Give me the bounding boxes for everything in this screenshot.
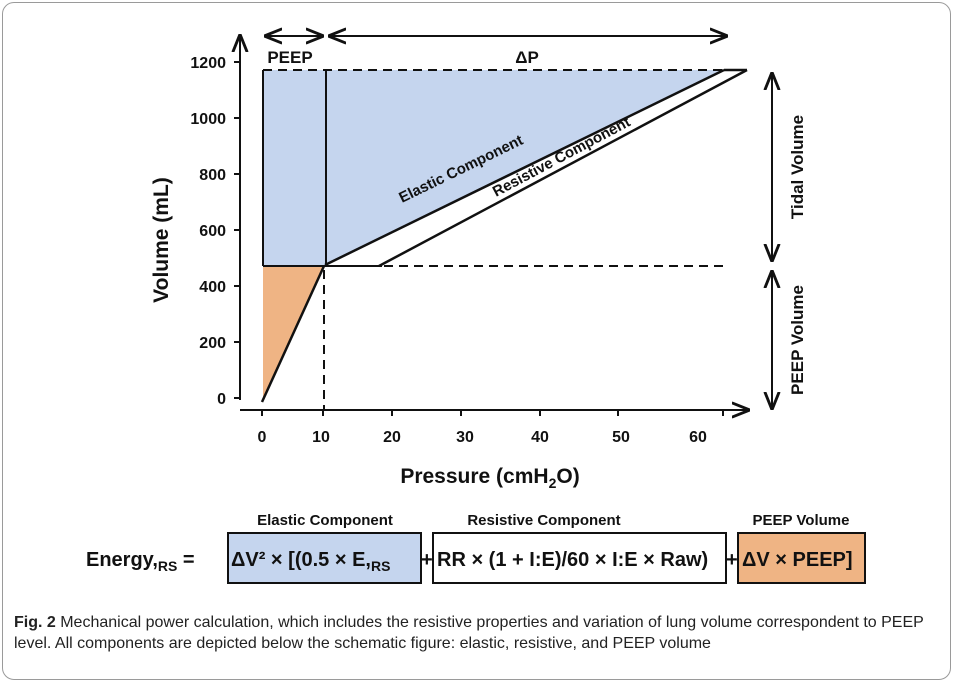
peep-ramp-line xyxy=(260,265,326,403)
y-tick-label: 1000 xyxy=(190,111,226,128)
x-tick-label: 60 xyxy=(689,429,707,446)
x-tick-label: 10 xyxy=(312,429,330,446)
peep-term: ΔV × PEEP] xyxy=(742,549,853,571)
peep-header: PEEP Volume xyxy=(753,512,850,529)
x-axis-title: Pressure (cmH2O) xyxy=(400,465,579,491)
caption-label: Fig. 2 xyxy=(14,614,56,631)
y-tick-label: 400 xyxy=(199,279,226,296)
x-tick-label: 40 xyxy=(531,429,549,446)
elastic-area xyxy=(263,70,724,265)
x-tick-label: 0 xyxy=(258,429,267,446)
formula-headers: Elastic Component Resistive Component PE… xyxy=(257,512,849,529)
peep-volume-label: PEEP Volume xyxy=(788,285,807,395)
y-ticks xyxy=(234,61,240,399)
plus-sign: + xyxy=(726,549,738,571)
y-tick-label: 0 xyxy=(217,391,226,408)
plus-sign: + xyxy=(421,549,433,571)
y-tick-label: 200 xyxy=(199,335,226,352)
x-tick-labels: 0 10 20 30 40 50 60 xyxy=(258,429,707,446)
elastic-header: Elastic Component xyxy=(257,512,393,529)
resistive-term-box xyxy=(432,532,727,584)
tidal-volume-label: Tidal Volume xyxy=(788,115,807,219)
caption-text: Mechanical power calculation, which incl… xyxy=(14,614,924,652)
elastic-line xyxy=(324,68,725,267)
diagram: 0 200 400 600 800 1000 1200 0 10 20 30 4… xyxy=(86,0,866,584)
figure-caption: Fig. 2 Mechanical power calculation, whi… xyxy=(14,612,934,654)
x-tick-label: 30 xyxy=(456,429,474,446)
elastic-term-box xyxy=(227,532,422,584)
elastic-term: ΔV² × [(0.5 × E,RS xyxy=(231,549,390,574)
x-tick-label: 50 xyxy=(612,429,630,446)
resistive-line xyxy=(378,68,748,268)
y-tick-label: 1200 xyxy=(190,55,226,72)
y-tick-label: 800 xyxy=(199,167,226,184)
y-tick-labels: 0 200 400 600 800 1000 1200 xyxy=(190,55,226,408)
resistive-header: Resistive Component xyxy=(467,512,620,529)
y-tick-label: 600 xyxy=(199,223,226,240)
energy-label: Energy,RS = xyxy=(86,549,195,574)
resistive-term: RR × (1 + I:E)/60 × I:E × Raw) xyxy=(437,549,708,571)
x-ticks xyxy=(261,410,724,416)
peep-term-box xyxy=(737,532,866,584)
delta-p-label: ΔP xyxy=(515,48,539,67)
x-tick-label: 20 xyxy=(383,429,401,446)
y-axis-title: Volume (mL) xyxy=(150,177,173,303)
peep-label: PEEP xyxy=(267,48,312,67)
